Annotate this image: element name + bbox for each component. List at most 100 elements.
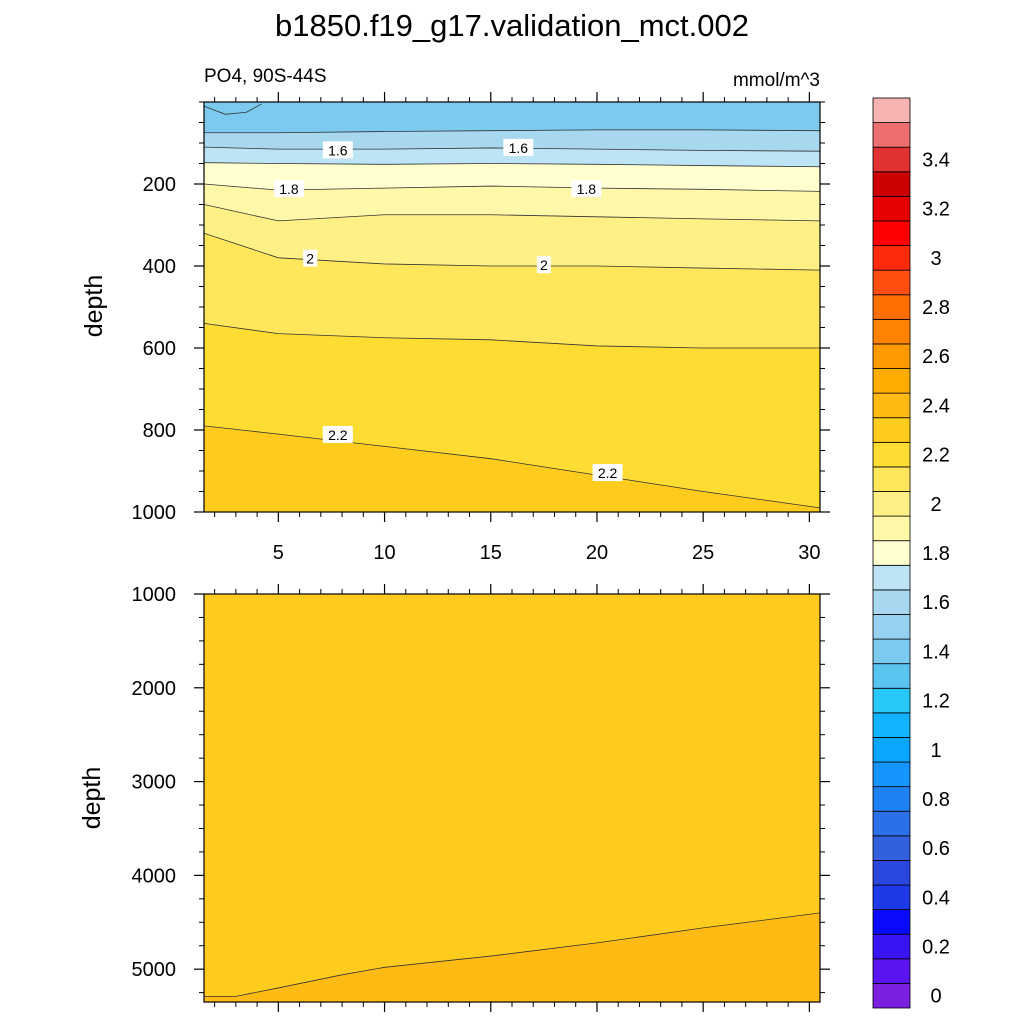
colorbar-swatch — [872, 368, 911, 394]
colorbar-tick-label: 2 — [930, 494, 941, 516]
contour-line — [204, 425, 820, 509]
colorbar-tick-label: 2.4 — [922, 395, 950, 417]
colorbar-swatch — [872, 97, 911, 123]
contour-label-bg — [571, 179, 602, 197]
upper-panel-ylabel: depth — [80, 275, 108, 338]
colorbar-swatch — [872, 245, 911, 271]
contour-label: 2.2 — [598, 465, 618, 481]
contour-label: 1.6 — [328, 142, 348, 158]
colorbar-swatch — [872, 761, 911, 788]
chart-subtitle-left: PO4, 90S-44S — [204, 66, 327, 87]
colorbar-swatch — [872, 491, 911, 517]
colorbar-tick-label: 3.4 — [922, 149, 950, 171]
colorbar-tick-label: 0.8 — [922, 789, 950, 811]
colorbar-tick-label: 1.6 — [922, 592, 950, 614]
colorbar-swatch — [872, 663, 911, 689]
colorbar-swatch — [872, 515, 911, 542]
colorbar-swatch — [872, 983, 911, 1009]
colorbar-tick-label: 0.4 — [922, 887, 950, 909]
x-tick-label: 10 — [373, 542, 395, 564]
colorbar-swatch — [872, 392, 911, 419]
contour-label-bg — [322, 425, 353, 443]
colorbar-tick-label: 3 — [930, 248, 941, 270]
colorbar-tick-label: 1.4 — [922, 641, 950, 663]
y-tick-label: 600 — [143, 338, 176, 360]
y-tick-label: 5000 — [132, 959, 177, 981]
colorbar-swatch — [872, 269, 911, 296]
contour-label: 2 — [306, 251, 314, 267]
contour-label-bg — [303, 249, 318, 267]
colorbar-swatch — [872, 884, 911, 911]
colorbar-tick-label: 1.2 — [922, 691, 950, 713]
colorbar-swatch — [872, 614, 911, 640]
colorbar-swatch — [872, 540, 911, 566]
colorbar-tick-label: 3.2 — [922, 199, 950, 221]
colorbar-tick-label: 2.2 — [922, 445, 950, 467]
x-tick-label: 25 — [692, 542, 714, 564]
contour-line — [204, 912, 820, 997]
colorbar-swatch — [872, 220, 911, 246]
contour-line — [204, 162, 820, 168]
contour-label: 1.6 — [509, 140, 529, 156]
colorbar-swatch — [872, 786, 911, 812]
colorbar-swatch — [872, 737, 911, 763]
colorbar-swatch — [872, 687, 911, 714]
contour-band-fill — [204, 912, 820, 1002]
contour-label: 2.2 — [328, 427, 348, 443]
colorbar-swatch — [872, 417, 911, 443]
y-tick-label: 1000 — [132, 502, 177, 524]
colorbar-tick-label: 0.2 — [922, 937, 950, 959]
contour-line — [204, 232, 820, 271]
x-tick-label: 5 — [273, 542, 284, 564]
colorbar-tick-label: 1.8 — [922, 543, 950, 565]
colorbar-swatch — [872, 589, 911, 615]
colorbar-swatch — [872, 146, 911, 173]
colorbar-swatch — [872, 122, 911, 148]
x-tick-label: 15 — [480, 542, 502, 564]
contour-line — [204, 129, 820, 134]
contour-line — [204, 323, 820, 349]
colorbar-swatch — [872, 318, 911, 345]
colorbar-tick-label: 1 — [930, 740, 941, 762]
colorbar-swatch — [872, 466, 911, 492]
colorbar-swatch — [872, 171, 911, 197]
contour-label-bg — [322, 141, 353, 159]
colorbar-swatch — [872, 958, 911, 984]
colorbar-swatch — [872, 294, 911, 320]
y-tick-label: 800 — [143, 420, 176, 442]
colorbar-swatch — [872, 835, 911, 861]
y-tick-label: 400 — [143, 256, 176, 278]
y-tick-label: 2000 — [132, 678, 177, 700]
lower-panel-ylabel: depth — [78, 767, 106, 830]
colorbar-swatch — [872, 909, 911, 935]
contour-line — [204, 103, 262, 115]
x-tick-label: 20 — [586, 542, 608, 564]
y-tick-label: 200 — [143, 174, 176, 196]
contour-label-bg — [503, 138, 534, 156]
contour-line — [204, 204, 820, 222]
colorbar-swatch — [872, 810, 911, 837]
colorbar-swatch — [872, 712, 911, 738]
chart-units-label: mmol/m^3 — [733, 70, 820, 91]
colorbar-tick-label: 2.6 — [922, 346, 950, 368]
chart-title: b1850.f19_g17.validation_mct.002 — [275, 8, 749, 43]
colorbar-swatch — [872, 343, 911, 369]
contour-label-bg — [273, 179, 304, 197]
colorbar-swatch — [872, 564, 911, 591]
colorbar-swatch — [872, 441, 911, 468]
colorbar-swatch — [872, 933, 911, 960]
contour-label: 1.8 — [279, 181, 299, 197]
contour-band-fill — [204, 425, 820, 512]
contour-label-bg — [592, 464, 623, 482]
colorbar-tick-label: 2.8 — [922, 297, 950, 319]
colorbar-swatch — [872, 860, 911, 886]
colorbar-tick-label: 0.6 — [922, 838, 950, 860]
contour-label-bg — [536, 256, 551, 274]
panel-lower-fills — [204, 594, 820, 1002]
colorbar-swatch — [872, 195, 911, 222]
panel-upper-fills: 1.6 1.6 1.8 1.8 2 2 2.2 2.2 — [204, 102, 820, 512]
contour-line — [204, 146, 820, 152]
y-tick-label: 1000 — [132, 584, 177, 606]
